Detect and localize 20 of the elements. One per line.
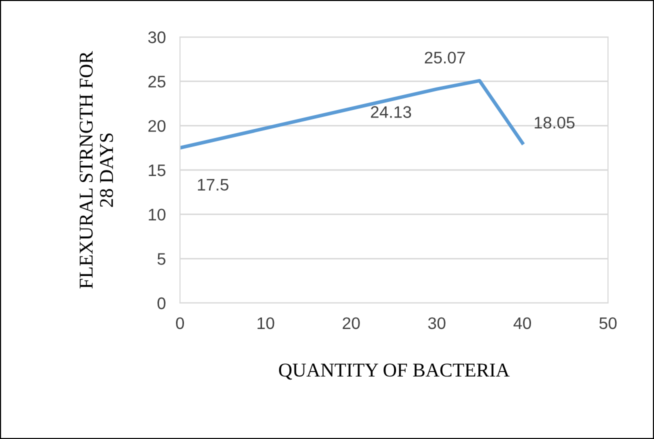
x-tick-label: 50 bbox=[599, 317, 617, 330]
y-tick-label: 10 bbox=[148, 208, 166, 221]
y-tick-label: 0 bbox=[157, 297, 166, 310]
x-tick-label: 30 bbox=[428, 317, 446, 330]
line-series bbox=[180, 78, 524, 150]
data-label: 18.05 bbox=[534, 116, 575, 129]
y-axis-title: FLEXURAL STRNGTH FOR 28 DAYS bbox=[80, 51, 114, 288]
x-tick-label: 0 bbox=[176, 317, 184, 330]
x-axis-title: QUANTITY OF BACTERIA bbox=[279, 364, 510, 380]
x-tick-label: 10 bbox=[258, 317, 274, 330]
y-tick-label: 30 bbox=[148, 31, 166, 44]
data-label: 25.07 bbox=[424, 52, 465, 64]
x-tick-label: 20 bbox=[342, 317, 360, 330]
y-tick-label: 20 bbox=[148, 120, 166, 132]
data-label: 17.5 bbox=[198, 179, 228, 191]
y-tick-label: 5 bbox=[158, 253, 166, 265]
x-tick-label: 40 bbox=[514, 317, 532, 330]
y-tick-label: 25 bbox=[148, 76, 166, 88]
data-label: 24.13 bbox=[370, 106, 412, 118]
y-tick-label: 15 bbox=[148, 164, 166, 176]
